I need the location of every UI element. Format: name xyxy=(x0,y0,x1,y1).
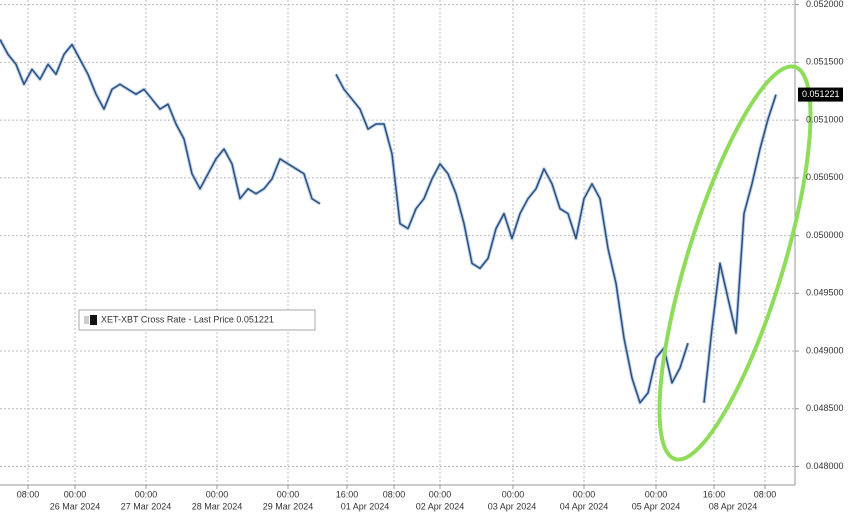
date-label: 02 Apr 2024 xyxy=(416,501,465,511)
x-tick-label: 16:00 xyxy=(703,489,726,499)
x-tick-label: 08:00 xyxy=(383,489,406,499)
date-label: 29 Mar 2024 xyxy=(263,501,314,511)
y-tick-label: 0.051500 xyxy=(806,57,844,67)
legend-icon xyxy=(84,316,89,324)
y-tick-label: 0.050000 xyxy=(806,230,844,240)
plot xyxy=(0,38,778,405)
x-tick-label: 00:00 xyxy=(429,489,452,499)
date-label: 27 Mar 2024 xyxy=(121,501,172,511)
date-label: 08 Apr 2024 xyxy=(709,501,758,511)
x-tick-label: 00:00 xyxy=(645,489,668,499)
x-tick-label: 00:00 xyxy=(502,489,525,499)
x-tick-label: 00:00 xyxy=(277,489,300,499)
series-line xyxy=(0,39,777,404)
grid xyxy=(0,0,795,485)
legend-text: XET-XBT Cross Rate - Last Price 0.051221 xyxy=(101,315,274,325)
legend: XET-XBT Cross Rate - Last Price 0.051221 xyxy=(78,309,316,331)
x-tick-label: 08:00 xyxy=(754,489,777,499)
legend-label: XET-XBT Cross Rate - Last Price xyxy=(101,315,234,325)
axes: 0.048000 0.048500 0.049000 0.049500 0.050000… xyxy=(17,0,844,511)
date-label: 05 Apr 2024 xyxy=(632,501,681,511)
date-label: 04 Apr 2024 xyxy=(560,501,609,511)
x-tick-label: 00:00 xyxy=(135,489,158,499)
date-label: 28 Mar 2024 xyxy=(192,501,243,511)
x-tick-label: 00:00 xyxy=(573,489,596,499)
legend-box xyxy=(78,309,316,331)
x-tick-label: 00:00 xyxy=(206,489,229,499)
y-tick-label: 0.049500 xyxy=(806,288,844,298)
legend-swatch xyxy=(90,315,97,325)
x-tick-label: 08:00 xyxy=(17,489,40,499)
x-tick-label: 00:00 xyxy=(64,489,87,499)
date-label: 01 Apr 2024 xyxy=(341,501,390,511)
y-tick-label: 0.048000 xyxy=(806,461,844,471)
last-price-label: 0.051221 xyxy=(802,89,840,99)
date-label: 03 Apr 2024 xyxy=(488,501,537,511)
x-tick-label: 16:00 xyxy=(336,489,359,499)
legend-price: 0.051221 xyxy=(236,315,274,325)
y-tick-label: 0.049000 xyxy=(806,345,844,355)
highlight-ellipse xyxy=(657,64,813,462)
y-tick-label: 0.048500 xyxy=(806,403,844,413)
y-tick-label: 0.051000 xyxy=(806,114,844,124)
y-tick-label: 0.052000 xyxy=(806,0,844,9)
y-tick-label: 0.050500 xyxy=(806,172,844,182)
date-label: 26 Mar 2024 xyxy=(50,501,101,511)
last-price-tag xyxy=(798,87,843,102)
